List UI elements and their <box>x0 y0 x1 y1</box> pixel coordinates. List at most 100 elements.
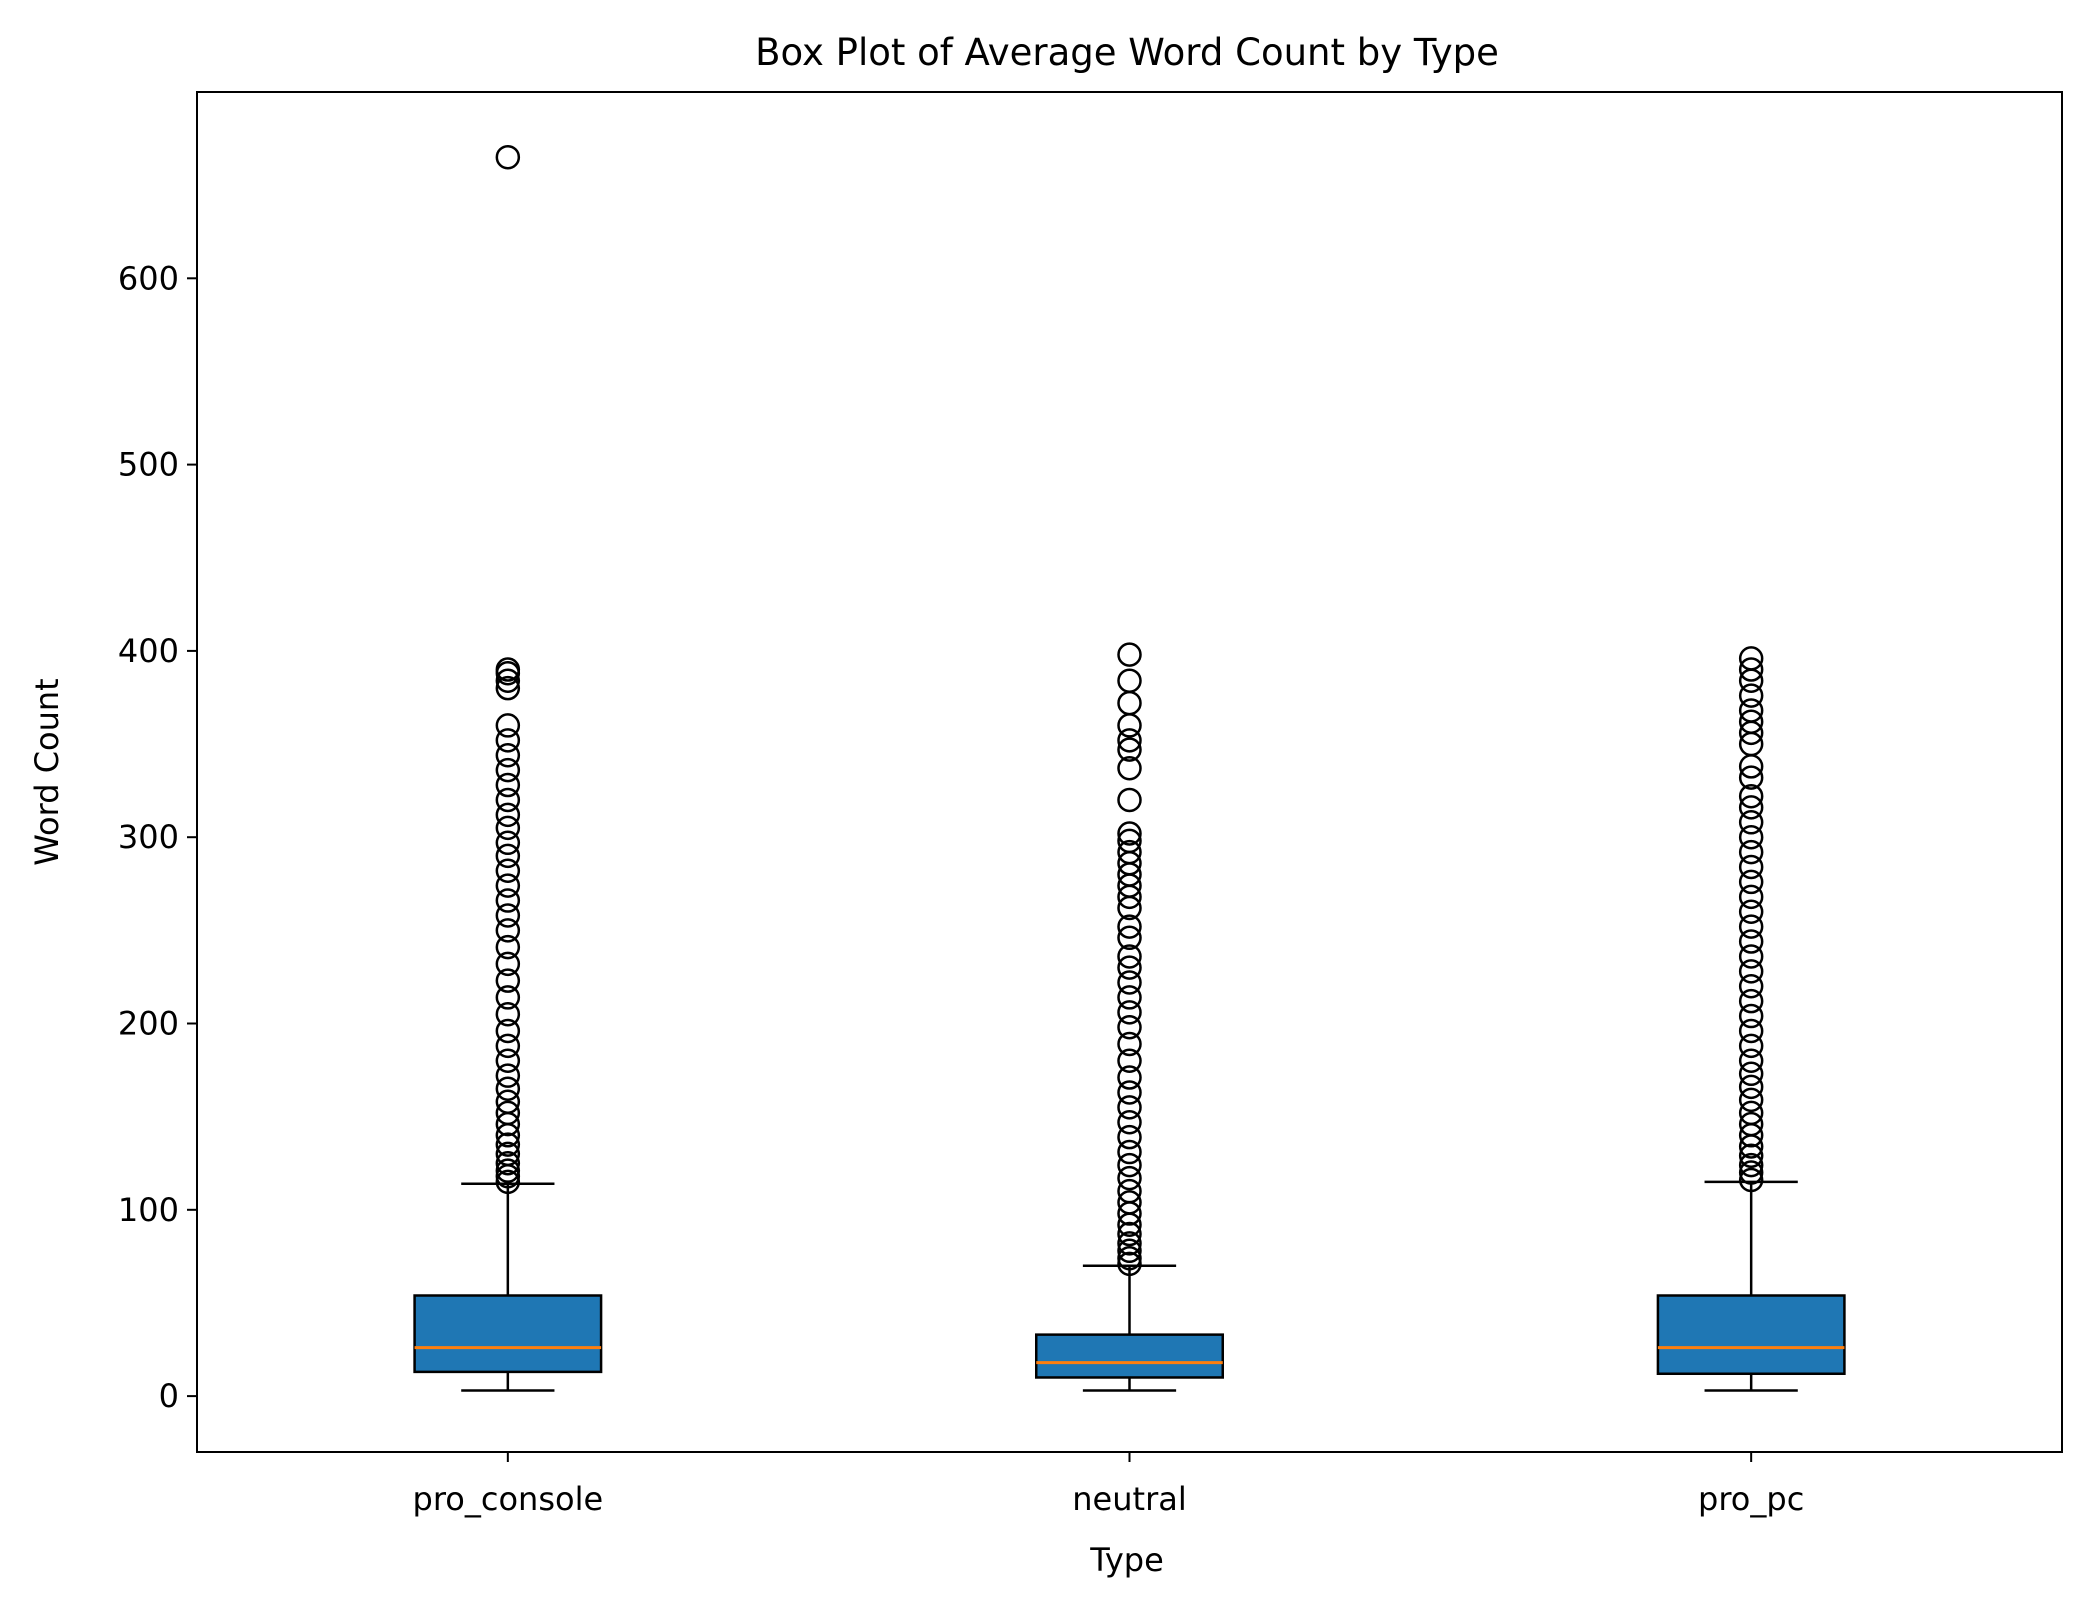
outlier-point <box>1738 899 1764 924</box>
outlier-point <box>1738 1160 1764 1185</box>
outlier-point <box>1117 1048 1142 1074</box>
iqr-box <box>1035 1333 1224 1379</box>
outlier-point <box>1738 1152 1764 1178</box>
y-tick-label: 500 <box>118 446 179 484</box>
outlier-point <box>495 675 521 701</box>
outlier-point <box>1738 988 1764 1014</box>
outlier-point <box>495 757 521 783</box>
outlier-point <box>495 843 521 869</box>
outlier-point <box>1738 1018 1764 1044</box>
outlier-point <box>1738 1061 1764 1087</box>
outlier-point <box>495 934 521 960</box>
outlier-point <box>495 858 521 883</box>
outlier-point <box>1738 1087 1764 1113</box>
outlier-point <box>495 888 521 913</box>
x-axis: pro_console neutral pro_pc <box>413 1452 1804 1518</box>
outlier-point <box>495 668 521 693</box>
outlier-point <box>495 1169 521 1195</box>
outlier-point <box>1738 1003 1764 1029</box>
outlier-point <box>495 1048 521 1074</box>
outlier-point <box>1117 737 1142 762</box>
outlier-point <box>1117 944 1142 969</box>
outlier-point <box>495 815 521 841</box>
outlier-point <box>1117 713 1142 738</box>
outlier-point <box>1738 824 1764 850</box>
box-pro_pc <box>1656 646 1846 1392</box>
outlier-point <box>1117 1014 1142 1040</box>
outlier-point <box>495 1132 521 1157</box>
outlier-point <box>1738 914 1764 939</box>
outlier-point <box>1117 1065 1142 1090</box>
outlier-point <box>1117 1152 1142 1178</box>
outlier-point <box>1738 810 1764 835</box>
outlier-point <box>495 1076 521 1101</box>
iqr-box <box>413 1294 603 1374</box>
outlier-point <box>495 144 521 170</box>
outlier-point <box>495 1089 521 1115</box>
outlier-point <box>1738 884 1764 910</box>
outlier-point <box>1117 1178 1142 1204</box>
y-tick-label: 400 <box>118 632 179 670</box>
outlier-point <box>1117 690 1142 716</box>
outlier-point <box>1117 1190 1142 1215</box>
outlier-point <box>1738 1143 1764 1169</box>
outlier-point <box>495 830 521 856</box>
outlier-point <box>1117 756 1142 781</box>
outlier-point <box>1738 709 1764 734</box>
outlier-point <box>495 1001 521 1027</box>
x-tick-label: pro_console <box>413 1480 604 1518</box>
x-tick-label: neutral <box>1072 1480 1186 1518</box>
outlier-point <box>1117 1231 1142 1256</box>
outlier-point <box>1738 959 1764 984</box>
outlier-point <box>495 985 521 1010</box>
outlier-point <box>1117 925 1142 951</box>
outlier-point <box>495 951 521 977</box>
outlier-point <box>495 728 521 753</box>
outlier-point <box>495 1100 521 1126</box>
outlier-point <box>1738 973 1764 999</box>
outlier-point <box>1117 1095 1142 1120</box>
outlier-point <box>1117 1124 1142 1150</box>
y-tick-label: 300 <box>118 818 179 856</box>
outlier-point <box>1117 728 1142 753</box>
outlier-point <box>1117 1109 1142 1135</box>
outlier-point <box>1738 854 1764 880</box>
outlier-point <box>1738 1111 1764 1137</box>
outlier-point <box>1738 765 1764 790</box>
outlier-point <box>1117 970 1142 995</box>
outlier-point <box>1117 839 1142 865</box>
y-tick-label: 100 <box>118 1191 179 1229</box>
outlier-point <box>1117 1251 1142 1277</box>
outlier-point <box>495 873 521 898</box>
y-axis: 0 100 200 300 400 500 600 <box>118 259 197 1415</box>
outlier-point <box>1738 646 1764 671</box>
x-axis-label: Type <box>1089 1541 1164 1579</box>
outlier-point <box>495 1158 521 1183</box>
outlier-point <box>1117 1031 1142 1057</box>
outlier-point <box>1738 1048 1764 1074</box>
outlier-point <box>1117 787 1142 813</box>
outlier-point <box>1738 839 1764 865</box>
chart-title: Box Plot of Average Word Count by Type <box>755 31 1499 74</box>
outlier-point <box>1117 955 1142 980</box>
outlier-point <box>495 772 521 798</box>
outlier-point <box>495 802 521 828</box>
outlier-point <box>1117 985 1142 1010</box>
outlier-point <box>1738 1100 1764 1126</box>
outlier-point <box>1738 795 1764 820</box>
outlier-point <box>495 657 521 682</box>
outlier-point <box>495 1141 521 1167</box>
outlier-point <box>1117 1165 1142 1191</box>
outlier-point <box>495 1150 521 1176</box>
outlier-point <box>1117 1000 1142 1025</box>
outlier-point <box>495 903 521 928</box>
outlier-point <box>1738 657 1764 682</box>
outlier-point <box>1117 914 1142 939</box>
outlier-point <box>1117 1080 1142 1105</box>
outlier-point <box>495 787 521 813</box>
outlier-point <box>1117 1245 1142 1271</box>
outlier-point <box>495 713 521 738</box>
outlier-point <box>1738 698 1764 723</box>
outlier-point <box>1117 1139 1142 1165</box>
